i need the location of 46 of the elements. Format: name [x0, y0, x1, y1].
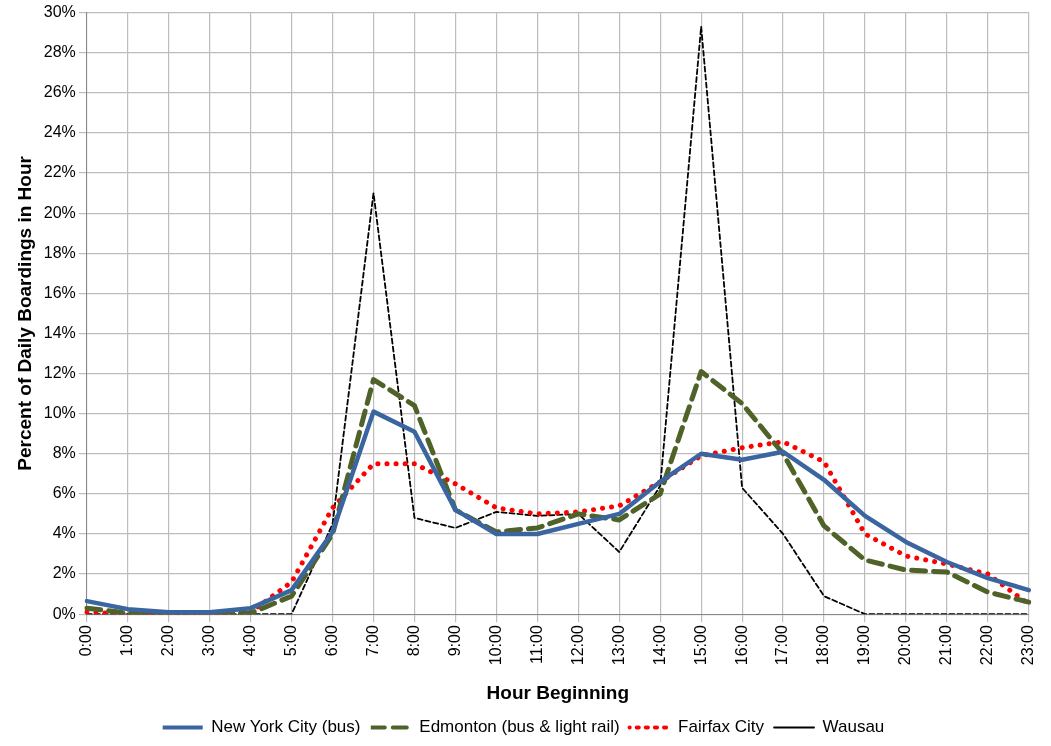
y-tick-label: 4% — [52, 524, 76, 542]
x-tick-label: 15:00 — [691, 625, 709, 666]
legend-label: Fairfax City — [678, 717, 765, 737]
legend-label: New York City (bus) — [211, 717, 361, 737]
y-tick-label: 24% — [43, 123, 76, 141]
x-tick-label: 20:00 — [896, 625, 914, 666]
y-tick-label: 22% — [43, 163, 76, 181]
x-tick-label: 21:00 — [937, 625, 955, 666]
x-tick-label: 22:00 — [978, 625, 996, 666]
x-axis-title: Hour Beginning — [486, 681, 630, 703]
x-tick-label: 16:00 — [732, 625, 750, 666]
y-tick-label: 2% — [52, 564, 76, 582]
y-axis-title: Percent of Daily Boardings in Hour — [13, 155, 35, 471]
legend-label: Edmonton (bus & light rail) — [419, 717, 620, 737]
y-tick-label: 12% — [43, 363, 76, 381]
y-tick-label: 30% — [43, 3, 76, 21]
x-tick-label: 2:00 — [159, 625, 177, 657]
x-tick-label: 18:00 — [814, 625, 832, 666]
x-tick-label: 19:00 — [855, 625, 873, 666]
x-tick-label: 11:00 — [527, 625, 545, 665]
x-tick-label: 9:00 — [445, 625, 463, 657]
y-tick-label: 20% — [43, 203, 76, 221]
x-tick-label: 14:00 — [650, 625, 668, 666]
y-tick-label: 16% — [43, 283, 76, 301]
x-tick-label: 23:00 — [1019, 625, 1037, 666]
y-tick-label: 14% — [43, 323, 76, 341]
y-tick-label: 8% — [52, 444, 76, 462]
x-tick-label: 17:00 — [773, 625, 791, 666]
x-tick-label: 6:00 — [322, 625, 340, 657]
x-tick-label: 12:00 — [568, 625, 586, 666]
x-tick-label: 7:00 — [363, 625, 381, 657]
x-tick-label: 10:00 — [486, 625, 504, 666]
x-tick-label: 0:00 — [77, 625, 95, 657]
y-tick-label: 10% — [43, 404, 76, 422]
x-tick-label: 1:00 — [118, 625, 136, 657]
x-tick-label: 3:00 — [200, 625, 218, 657]
x-tick-label: 8:00 — [404, 625, 422, 657]
y-tick-label: 28% — [43, 43, 76, 61]
legend-label: Wausau — [822, 717, 885, 737]
y-tick-label: 18% — [43, 243, 76, 261]
x-tick-label: 5:00 — [282, 625, 300, 657]
y-tick-label: 6% — [52, 484, 76, 502]
y-tick-label: 26% — [43, 83, 76, 101]
x-tick-label: 4:00 — [241, 625, 259, 657]
x-tick-label: 13:00 — [609, 625, 627, 666]
y-tick-label: 0% — [52, 604, 76, 622]
